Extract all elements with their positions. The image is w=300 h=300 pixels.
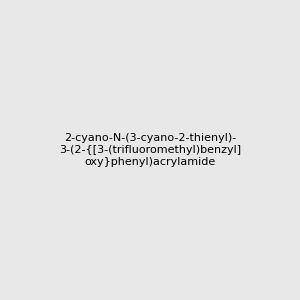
Text: 2-cyano-N-(3-cyano-2-thienyl)-
3-(2-{[3-(trifluoromethyl)benzyl]
oxy}phenyl)acry: 2-cyano-N-(3-cyano-2-thienyl)- 3-(2-{[3-…	[59, 134, 241, 166]
